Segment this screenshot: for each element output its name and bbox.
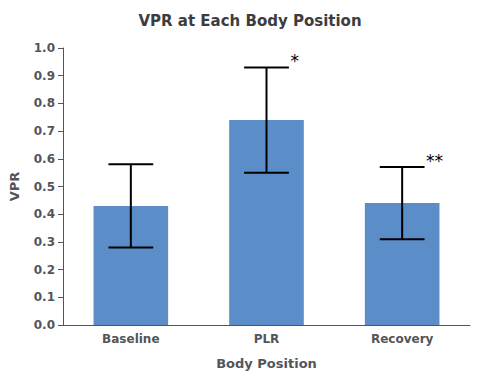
svg-text:PLR: PLR — [254, 332, 280, 346]
svg-text:0.1: 0.1 — [34, 290, 55, 304]
svg-text:*: * — [290, 51, 299, 71]
svg-text:1.0: 1.0 — [34, 41, 55, 55]
svg-text:Baseline: Baseline — [102, 332, 159, 346]
svg-text:0.2: 0.2 — [34, 263, 55, 277]
svg-text:0.3: 0.3 — [34, 235, 55, 249]
svg-text:0.9: 0.9 — [34, 69, 55, 83]
svg-text:VPR: VPR — [7, 172, 22, 202]
svg-text:**: ** — [426, 151, 443, 171]
svg-text:0.5: 0.5 — [34, 180, 55, 194]
svg-text:Recovery: Recovery — [371, 332, 434, 346]
svg-text:VPR at Each Body Position: VPR at Each Body Position — [138, 12, 361, 30]
svg-text:0.8: 0.8 — [34, 96, 55, 110]
svg-text:Body Position: Body Position — [216, 356, 317, 371]
svg-text:0.6: 0.6 — [34, 152, 55, 166]
svg-text:0.7: 0.7 — [34, 124, 55, 138]
svg-text:0.4: 0.4 — [34, 207, 55, 221]
svg-text:0.0: 0.0 — [34, 318, 55, 332]
